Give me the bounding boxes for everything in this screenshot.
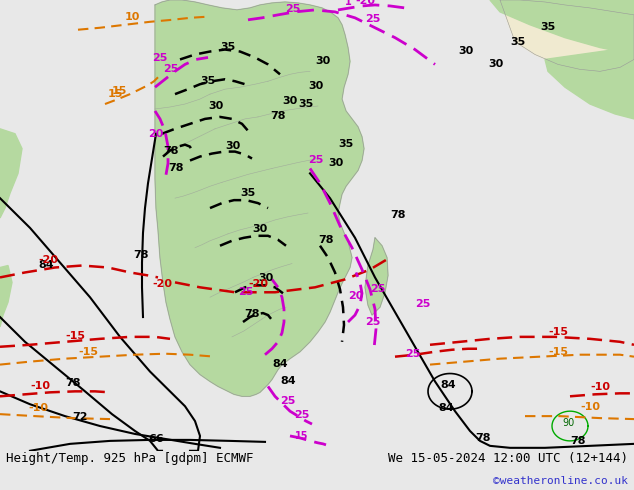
Text: 30: 30 — [458, 47, 473, 56]
Text: 35: 35 — [510, 37, 525, 47]
Text: 25: 25 — [152, 53, 167, 63]
Text: -10: -10 — [590, 382, 610, 392]
Text: We 15-05-2024 12:00 UTC (12+144): We 15-05-2024 12:00 UTC (12+144) — [387, 452, 628, 465]
Polygon shape — [0, 129, 22, 218]
Text: 90: 90 — [562, 418, 574, 428]
Text: Height/Temp. 925 hPa [gdpm] ECMWF: Height/Temp. 925 hPa [gdpm] ECMWF — [6, 452, 254, 465]
Text: 35: 35 — [240, 188, 256, 198]
Text: 84: 84 — [440, 380, 456, 391]
Text: 1: 1 — [345, 0, 352, 7]
Text: 78: 78 — [318, 235, 333, 245]
Text: 30: 30 — [208, 101, 223, 111]
Text: 84: 84 — [272, 359, 288, 368]
Text: 30: 30 — [315, 56, 330, 67]
Text: 30: 30 — [282, 96, 297, 106]
Text: 15: 15 — [108, 89, 124, 99]
Text: 35: 35 — [540, 22, 555, 32]
Polygon shape — [155, 0, 364, 396]
Text: 84: 84 — [438, 403, 453, 413]
Text: ©weatheronline.co.uk: ©weatheronline.co.uk — [493, 476, 628, 486]
Polygon shape — [545, 48, 634, 119]
Text: 25: 25 — [163, 64, 178, 74]
Polygon shape — [500, 0, 634, 72]
Text: 20: 20 — [148, 129, 164, 139]
Text: 35: 35 — [200, 76, 216, 86]
Text: 78: 78 — [168, 163, 183, 173]
Text: 84: 84 — [280, 376, 295, 387]
Text: -20: -20 — [152, 279, 172, 289]
Text: -20: -20 — [38, 254, 58, 265]
Text: -20: -20 — [355, 0, 375, 6]
Text: 25: 25 — [415, 299, 430, 309]
Text: 30: 30 — [252, 224, 268, 234]
Text: -10: -10 — [30, 381, 50, 392]
Text: -15: -15 — [548, 347, 568, 357]
Text: 25: 25 — [370, 284, 385, 294]
Text: 10: 10 — [125, 12, 140, 22]
Text: -10: -10 — [28, 403, 48, 413]
Text: 20: 20 — [348, 291, 363, 301]
Text: 78: 78 — [390, 210, 406, 220]
Text: 25: 25 — [280, 396, 295, 406]
Text: 30: 30 — [308, 81, 323, 91]
Text: 72: 72 — [72, 412, 87, 422]
Text: 84: 84 — [38, 260, 54, 270]
Text: 25: 25 — [238, 287, 254, 297]
Text: 25: 25 — [405, 349, 420, 359]
Text: 25: 25 — [365, 14, 380, 24]
Text: 35: 35 — [298, 99, 313, 109]
Text: 35: 35 — [220, 42, 235, 51]
Polygon shape — [365, 238, 388, 315]
Text: 15: 15 — [295, 431, 309, 441]
Text: 15: 15 — [112, 86, 127, 96]
Text: 25: 25 — [294, 410, 309, 420]
Polygon shape — [490, 0, 634, 54]
Text: 30: 30 — [258, 273, 273, 283]
Text: 78: 78 — [65, 378, 81, 389]
Text: 35: 35 — [338, 139, 353, 148]
Text: -15: -15 — [65, 331, 85, 341]
Text: 30: 30 — [225, 141, 240, 150]
Text: 25: 25 — [285, 4, 301, 14]
Text: 78: 78 — [270, 111, 285, 121]
Text: 78: 78 — [244, 309, 259, 319]
Text: 78: 78 — [133, 249, 148, 260]
Text: 66: 66 — [148, 434, 164, 444]
Text: 30: 30 — [328, 158, 343, 169]
Text: -15: -15 — [78, 347, 98, 357]
Text: 78: 78 — [475, 433, 491, 443]
Text: -10: -10 — [580, 402, 600, 412]
Polygon shape — [0, 266, 12, 327]
Text: 25: 25 — [365, 317, 380, 327]
Text: 25: 25 — [308, 155, 323, 166]
Text: -20: -20 — [248, 279, 268, 289]
Text: 78: 78 — [163, 146, 179, 155]
Text: 30: 30 — [488, 59, 503, 70]
Text: 78: 78 — [570, 436, 586, 446]
Text: -15: -15 — [548, 327, 568, 337]
